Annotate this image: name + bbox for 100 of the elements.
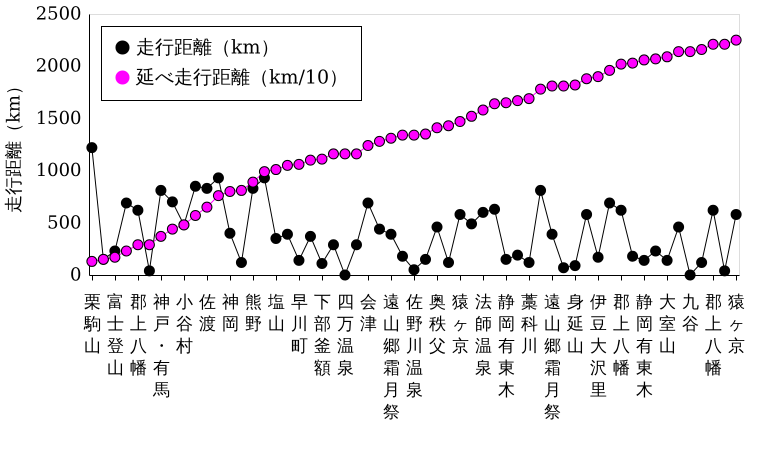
point [270,164,282,176]
x-tick-label: 藁科川 [521,292,538,356]
point [730,208,742,220]
point [408,264,420,276]
point [500,254,512,265]
point [443,256,454,268]
point [385,228,396,240]
y-tick-label: 2500 [36,4,82,24]
point [616,58,627,70]
point [155,184,166,196]
point [673,46,684,58]
point [604,64,616,76]
point [270,232,282,244]
point [592,71,604,82]
point [719,265,730,276]
point [581,73,592,84]
point [201,202,212,213]
point [86,256,98,267]
point [236,184,247,196]
point [212,190,224,202]
x-tick-label: 身延山 [566,292,584,356]
x-tick-label: 猿ヶ京 [452,292,470,356]
point [224,228,236,239]
point [236,256,247,268]
point [282,228,293,240]
point [328,148,339,160]
point [570,260,581,272]
point [293,254,304,266]
point [144,239,155,250]
point [420,128,432,140]
point [304,230,316,242]
point [408,130,420,141]
point [247,176,258,188]
point [616,204,627,216]
point [258,166,270,178]
point [190,210,201,221]
point [86,142,98,154]
point [730,34,742,46]
point [339,270,350,280]
point [316,258,328,270]
point [420,254,432,265]
point [684,270,696,280]
x-tick-label: 神岡 [222,292,239,334]
point [524,256,535,268]
y-tick-label: 500 [47,212,82,234]
point [627,58,638,69]
x-tick-label: 猿ヶ京 [728,292,746,356]
point [466,110,478,122]
point [166,196,178,208]
point [120,246,132,256]
point [719,38,730,50]
point [454,208,466,220]
point [638,254,650,266]
point [524,93,535,104]
point [201,182,212,194]
point [374,136,385,147]
point [535,184,546,196]
point [316,154,328,165]
point [684,46,696,58]
x-tick-label: 神戸・有馬 [152,292,170,400]
point [627,250,638,262]
point [396,130,408,141]
point [662,254,673,266]
point [662,51,673,62]
x-tick-label: 四万温泉 [336,292,354,378]
x-tick-label: 伊豆大沢里 [590,292,608,400]
point [696,44,708,55]
point [350,148,362,160]
point [166,224,178,235]
point [304,154,316,166]
point [500,97,512,108]
point [512,250,524,261]
point [638,54,650,66]
point [293,158,304,170]
point [478,206,489,218]
y-tick-label: 1000 [36,160,82,182]
x-tick-label: 郡上八幡 [613,292,630,378]
point [385,132,396,144]
x-tick-label: 佐渡 [198,292,216,334]
point [120,197,132,208]
legend-label: 走行距離（km） [136,36,280,58]
y-tick-label: 2000 [36,56,82,77]
x-tick-label: 佐野川温泉 [406,292,423,400]
point [558,262,570,274]
point [374,224,385,235]
x-tick-label: 九谷 [682,292,700,334]
point [190,180,201,192]
point [650,53,662,64]
point [328,239,339,250]
x-tick-label: 郡上八幡 [130,292,147,378]
point [535,84,546,95]
point [454,116,466,128]
point [212,172,224,184]
point [339,148,350,160]
legend-label: 延べ走行距離（km/10） [135,66,348,88]
x-tick-label: 早川町 [290,292,308,356]
point [546,228,558,240]
x-tick-label: 静岡有東木 [498,292,516,400]
point [708,38,719,50]
point [396,250,408,262]
